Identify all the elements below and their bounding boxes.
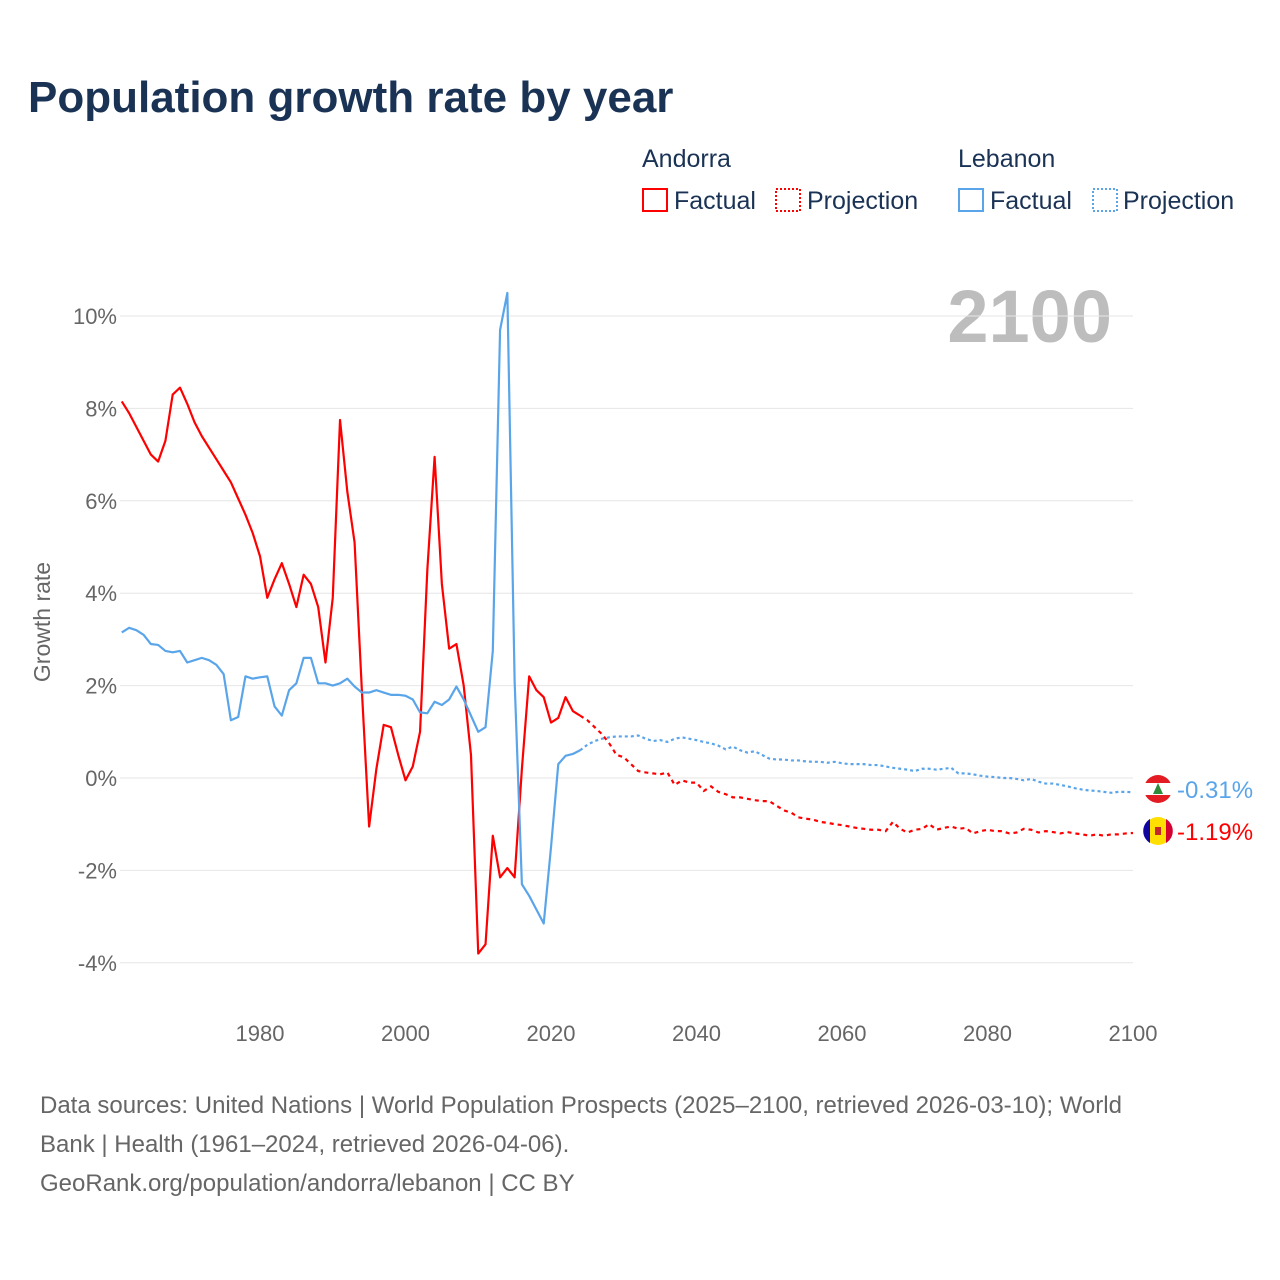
x-tick-label: 2040	[672, 1021, 721, 1046]
andorra-end-marker: -1.19%	[1143, 817, 1253, 846]
lebanon-end-marker: -0.31%	[1144, 775, 1253, 804]
y-ticks: -4% -2% 0% 2% 4% 6% 8% 10%	[73, 304, 117, 976]
end-labels: -1.19% -0.31%	[1143, 775, 1253, 846]
x-tick-label: 1980	[236, 1021, 285, 1046]
chart-title: Population growth rate by year	[28, 73, 673, 122]
andorra-projection-line	[579, 714, 1134, 837]
legend-swatch-lebanon-factual	[958, 188, 984, 212]
x-ticks: 1980 2000 2020 2040 2060 2080 2100	[236, 1021, 1158, 1046]
lebanon-end-value: -0.31%	[1177, 777, 1253, 804]
legend-swatch-andorra-projection	[775, 188, 801, 212]
y-tick-label: 0%	[85, 766, 117, 791]
y-tick-label: -4%	[78, 951, 117, 976]
y-tick-label: 8%	[85, 396, 117, 421]
legend-andorra-projection[interactable]: Projection	[807, 187, 918, 215]
y-tick-label: 6%	[85, 489, 117, 514]
legend-group-lebanon: Lebanon	[958, 145, 1055, 173]
y-tick-label: -2%	[78, 858, 117, 883]
legend-andorra-factual[interactable]: Factual	[674, 187, 756, 215]
legend: Andorra Factual Projection Lebanon Factu…	[642, 145, 1234, 215]
andorra-factual-line	[120, 386, 581, 955]
y-tick-label: 4%	[85, 581, 117, 606]
andorra-end-value: -1.19%	[1177, 819, 1253, 846]
x-tick-label: 2100	[1109, 1021, 1158, 1046]
lebanon-factual-line	[121, 291, 581, 925]
gridlines	[120, 315, 1133, 964]
legend-swatch-lebanon-projection	[1092, 188, 1118, 212]
x-tick-label: 2020	[527, 1021, 576, 1046]
lebanon-projection-line	[579, 734, 1134, 794]
legend-group-andorra: Andorra	[642, 145, 731, 173]
footer-attribution-link[interactable]: GeoRank.org/population/andorra/lebanon |…	[40, 1170, 575, 1197]
y-tick-label: 10%	[73, 304, 117, 329]
x-tick-label: 2000	[381, 1021, 430, 1046]
y-axis-label: Growth rate	[29, 562, 55, 682]
y-tick-label: 2%	[85, 674, 117, 699]
x-tick-label: 2060	[818, 1021, 867, 1046]
legend-lebanon-projection[interactable]: Projection	[1123, 187, 1234, 215]
series-lines	[120, 291, 1134, 955]
legend-lebanon-factual[interactable]: Factual	[990, 187, 1072, 215]
footer-sources-line1: Data sources: United Nations | World Pop…	[40, 1092, 1122, 1119]
legend-swatch-andorra-factual	[642, 188, 668, 212]
footer-sources-line2: Bank | Health (1961–2024, retrieved 2026…	[40, 1131, 569, 1158]
x-tick-label: 2080	[963, 1021, 1012, 1046]
